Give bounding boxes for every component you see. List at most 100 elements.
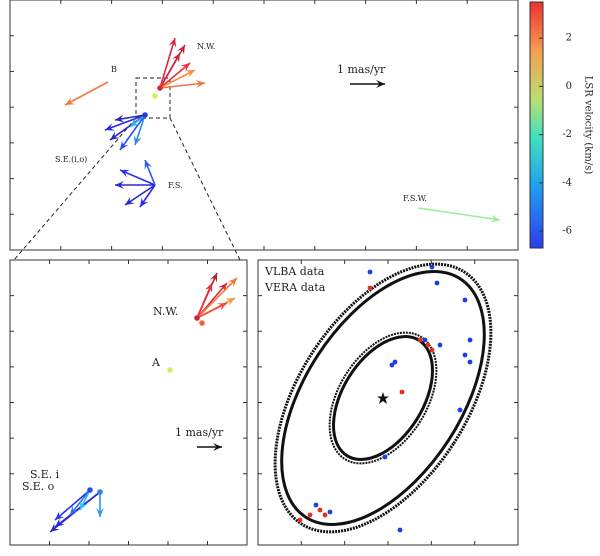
maser-spot (194, 315, 200, 321)
arrow-head (185, 70, 195, 78)
data-point (457, 407, 463, 413)
data-point (422, 337, 428, 343)
colorbar-tick-label: 2 (566, 33, 572, 44)
data-point (317, 507, 323, 513)
data-point (397, 527, 403, 533)
arrow-head (490, 214, 500, 223)
data-point (297, 517, 303, 523)
zoom-box (13, 77, 241, 261)
motion-arrow (54, 489, 91, 521)
motion-arrow (54, 491, 101, 528)
motion-arrow (159, 37, 176, 89)
legend-marker (367, 269, 373, 275)
motion-arrow (159, 69, 196, 89)
maser-spot (157, 85, 163, 91)
colorbar-tick-label: -6 (562, 226, 572, 237)
arrow-head (180, 63, 190, 72)
motion-arrow (196, 302, 228, 319)
star (377, 392, 389, 404)
arrow-head (172, 53, 180, 63)
data-point (437, 342, 443, 348)
arrow-head (110, 131, 120, 140)
motion-arrow (417, 207, 501, 221)
arrow-head (120, 169, 130, 178)
data-point (322, 512, 328, 518)
arrow-head (209, 273, 217, 283)
colorbar-tick-label: -2 (562, 129, 572, 140)
annotation: S.E.(i,o) (55, 155, 87, 164)
motion-arrow (196, 277, 238, 319)
annotation: B (111, 65, 117, 74)
data-point (313, 502, 319, 508)
motion-arrow (159, 82, 206, 89)
maser-spot (199, 320, 205, 326)
arrow-head (213, 443, 222, 451)
arrow-head (204, 283, 213, 293)
arrow-head (105, 123, 115, 131)
arrow-head (115, 114, 125, 123)
arrow-head (177, 45, 185, 55)
data-point (434, 280, 440, 286)
annotation: S.E. o (22, 480, 55, 493)
data-point (327, 509, 333, 515)
annotation: 1 mas/yr (337, 63, 386, 76)
arrow-head (80, 500, 88, 510)
data-point (382, 454, 388, 460)
annotation: S.E. i (30, 468, 60, 481)
data-point (467, 359, 473, 365)
motion-arrow (119, 169, 156, 186)
arrow-head (65, 97, 75, 105)
frame-ticks (10, 0, 518, 545)
data-point (417, 337, 423, 343)
data-point (462, 297, 468, 303)
arrow-head (168, 38, 177, 48)
arrow-head (134, 135, 142, 145)
colorbar (529, 1, 544, 249)
annotation: 1 mas/yr (175, 426, 224, 439)
arrow-head (225, 298, 235, 306)
motion-arrow (159, 62, 191, 89)
data-point (467, 337, 473, 343)
arrow-head (130, 118, 140, 127)
arrow-head (96, 508, 104, 517)
data-point (307, 512, 313, 518)
arrow-head (120, 140, 129, 150)
arrow-head (195, 80, 205, 88)
annotation: F.S.W. (403, 194, 427, 203)
arrow-head (217, 303, 227, 311)
maser-spot (142, 112, 148, 118)
arrow-head (55, 518, 65, 527)
motion-arrow (124, 184, 156, 206)
legend-label: VLBA data (264, 265, 325, 278)
top-panel (9, 0, 519, 251)
maser-spot (87, 487, 93, 493)
arrow-head (115, 181, 124, 189)
data-point (392, 359, 398, 365)
arrow-head (55, 511, 65, 520)
arrow-head (227, 278, 237, 288)
annotation: F.S. (168, 181, 183, 190)
motion-arrow (159, 52, 181, 89)
data-point (399, 389, 405, 395)
colorbar-label: LSR velocity (km/s) (583, 76, 594, 175)
motion-arrow (64, 81, 109, 106)
motion-arrow (104, 114, 146, 131)
legend-marker (367, 285, 373, 291)
arrow-head (50, 523, 60, 532)
maser-spot (97, 489, 103, 495)
arrow-head (376, 80, 385, 88)
colorbar-tick-label: -4 (562, 177, 572, 188)
arrow-head (125, 196, 135, 205)
data-point (425, 342, 431, 348)
annotation: A (151, 356, 161, 369)
data-point (429, 264, 435, 270)
annotation: N.W. (197, 42, 215, 51)
colorbar-tick-label: 0 (566, 81, 572, 92)
motion-arrow (196, 282, 213, 319)
data-point (389, 362, 395, 368)
arrow-head (140, 197, 149, 207)
arrow-head (70, 505, 79, 515)
motion-arrow (119, 114, 146, 151)
maser-spot (167, 367, 173, 373)
